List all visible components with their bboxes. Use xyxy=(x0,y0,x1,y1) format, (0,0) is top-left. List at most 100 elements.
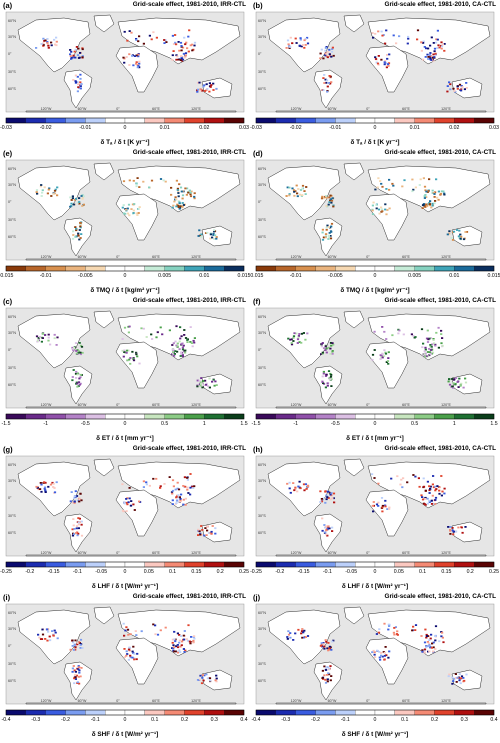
grid-cell-value xyxy=(80,534,84,537)
grid-cell-value xyxy=(50,41,53,44)
grid-cell-value xyxy=(183,630,186,632)
grid-cell-value xyxy=(412,625,415,628)
grid-cell-value xyxy=(383,622,386,625)
grid-cell-value xyxy=(135,185,138,188)
grid-cell-value xyxy=(123,656,126,658)
grid-cell-value xyxy=(464,231,467,233)
grid-cell-value xyxy=(55,344,58,346)
grid-cell-value xyxy=(208,386,211,389)
colorbar-segment xyxy=(85,709,106,716)
colorbar-tick-label: -0.15 xyxy=(298,569,310,575)
grid-cell-value xyxy=(132,503,135,506)
grid-cell-value xyxy=(49,343,52,346)
colorbar-segment xyxy=(335,117,356,124)
grid-cell-value xyxy=(204,232,208,234)
continent-africa xyxy=(365,489,409,537)
grid-cell-value xyxy=(193,195,196,198)
colorbar-segment xyxy=(434,413,455,420)
grid-cell-value xyxy=(171,206,174,209)
grid-cell-value xyxy=(440,329,443,332)
grid-cell-value xyxy=(301,184,305,187)
lat-label: 30°N xyxy=(8,627,16,631)
continent-greenland xyxy=(93,310,115,329)
grid-cell-value xyxy=(292,482,295,484)
grid-cell-value xyxy=(304,338,307,341)
grid-cell-value xyxy=(428,54,431,56)
colorbar-tick-label: -0.3 xyxy=(31,717,40,723)
grid-cell-value xyxy=(451,378,454,380)
map-panel-b: 60°N 30°N 0° 30°S 60°S 120°W 60°W 0° 60°E 120°E -0… xyxy=(250,0,500,148)
grid-cell-value xyxy=(193,637,196,640)
grid-cell-value xyxy=(320,353,323,355)
grid-cell-value xyxy=(128,325,131,328)
grid-cell-value xyxy=(429,344,432,346)
lat-label: 0° xyxy=(8,348,12,352)
grid-cell-value xyxy=(286,186,289,189)
colorbar-segment xyxy=(335,265,356,272)
grid-cell-value xyxy=(159,487,162,489)
grid-cell-value xyxy=(432,502,435,505)
grid-cell-value xyxy=(133,653,136,655)
colorbar-segment xyxy=(224,561,245,568)
continent-africa xyxy=(115,489,159,537)
grid-cell-value xyxy=(457,526,460,529)
grid-cell-value xyxy=(427,338,430,341)
grid-cell-value xyxy=(400,478,403,481)
grid-cell-value xyxy=(383,654,386,657)
grid-cell-value xyxy=(328,645,331,648)
grid-cell-value xyxy=(434,499,437,501)
grid-cell-value xyxy=(72,79,75,81)
grid-cell-value xyxy=(422,342,425,345)
grid-cell-value xyxy=(434,635,437,637)
grid-cell-value xyxy=(75,352,79,355)
grid-cell-value xyxy=(452,230,456,233)
lon-label: 120°W xyxy=(41,551,52,555)
grid-cell-value xyxy=(300,630,304,632)
grid-cell-value xyxy=(72,641,75,644)
grid-cell-value xyxy=(76,385,79,388)
grid-cell-value xyxy=(44,489,47,492)
grid-cell-value xyxy=(428,485,431,488)
grid-cell-value xyxy=(202,384,206,386)
grid-cell-value xyxy=(205,382,208,385)
grid-cell-value xyxy=(55,481,58,484)
grid-cell-value xyxy=(76,373,79,376)
colorbar-segment xyxy=(335,413,356,420)
grid-cell-value xyxy=(46,41,49,43)
grid-cell-value xyxy=(171,641,174,644)
grid-cell-value xyxy=(212,232,215,235)
grid-cell-value xyxy=(395,42,398,45)
grid-cell-value xyxy=(215,87,218,90)
grid-cell-value xyxy=(326,224,329,227)
grid-cell-value xyxy=(437,326,440,329)
colorbar-segment xyxy=(434,561,455,568)
grid-cell-value xyxy=(388,506,391,509)
grid-cell-value xyxy=(451,239,455,241)
grid-cell-value xyxy=(443,43,446,45)
grid-cell-value xyxy=(46,639,49,642)
grid-cell-value xyxy=(402,477,405,480)
grid-cell-value xyxy=(443,487,446,490)
grid-cell-value xyxy=(426,329,429,332)
grid-cell-value xyxy=(296,490,299,493)
grid-cell-value xyxy=(301,44,305,46)
grid-cell-value xyxy=(299,37,302,39)
grid-cell-value xyxy=(137,65,140,67)
grid-cell-value xyxy=(449,88,452,91)
grid-cell-value xyxy=(387,351,390,354)
grid-cell-value xyxy=(41,633,45,636)
lon-label: 60°E xyxy=(402,699,410,703)
grid-cell-value xyxy=(446,85,449,87)
grid-cell-value xyxy=(76,382,79,385)
grid-cell-value xyxy=(425,47,428,50)
grid-cell-value xyxy=(432,486,435,489)
lat-label: 60°S xyxy=(8,383,16,387)
grid-cell-value xyxy=(306,484,310,487)
grid-cell-value xyxy=(325,205,328,207)
map-panel-g: 60°N 30°N 0° 30°S 60°S 120°W 60°W 0° 60°E 120°E -0… xyxy=(0,444,250,592)
map-panel-i: 60°N 30°N 0° 30°S 60°S 120°W 60°W 0° 60°E 120°E -0… xyxy=(0,592,250,740)
continent-africa xyxy=(365,341,409,389)
grid-cell-value xyxy=(183,651,186,653)
grid-cell-value xyxy=(47,46,50,49)
